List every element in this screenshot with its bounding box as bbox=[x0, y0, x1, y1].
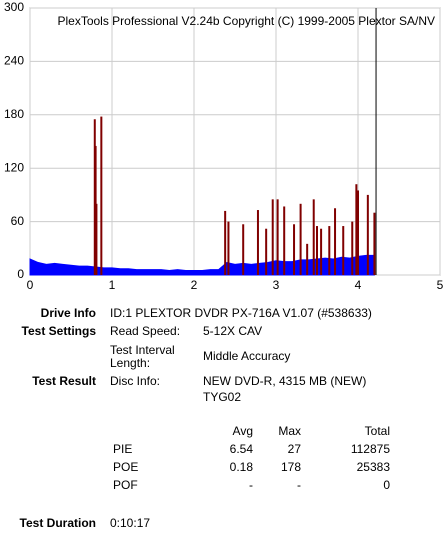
info-text: 6.54 bbox=[230, 442, 254, 456]
poe-bar bbox=[293, 224, 296, 275]
info-text: 27 bbox=[288, 442, 302, 456]
poe-bar bbox=[256, 210, 259, 275]
info-text: 112875 bbox=[351, 442, 390, 456]
info-text: Max bbox=[278, 424, 301, 438]
info-text: Avg bbox=[233, 424, 253, 438]
info-text: 0.18 bbox=[230, 460, 254, 474]
chart-title: PlexTools Professional V2.24b Copyright … bbox=[57, 14, 435, 28]
poe-bar bbox=[320, 228, 323, 275]
info-text: Test Duration bbox=[20, 516, 96, 530]
poe-bar bbox=[100, 116, 103, 275]
info-text: Test Interval bbox=[110, 343, 175, 357]
info-text: 5-12X CAV bbox=[203, 324, 262, 338]
x-tick-label: 2 bbox=[191, 278, 198, 292]
poe-bar bbox=[283, 206, 286, 275]
info-text: Read Speed: bbox=[110, 324, 180, 338]
poe-bar bbox=[227, 221, 230, 275]
x-tick-label: 1 bbox=[109, 278, 116, 292]
info-text: Length: bbox=[110, 356, 150, 370]
poe-bar bbox=[328, 226, 331, 275]
poe-bar bbox=[224, 210, 227, 275]
poe-bar bbox=[242, 224, 245, 275]
y-tick-label: 0 bbox=[17, 267, 24, 281]
poe-bar bbox=[306, 243, 309, 275]
info-text: 0 bbox=[383, 478, 390, 492]
poe-bar bbox=[271, 199, 274, 275]
y-tick-label: 300 bbox=[4, 0, 24, 14]
poe-bar bbox=[299, 203, 302, 275]
info-text: Middle Accuracy bbox=[203, 349, 290, 363]
poe-bar bbox=[366, 194, 369, 275]
poe-bar bbox=[95, 203, 98, 275]
info-text: - bbox=[249, 478, 253, 492]
info-text: - bbox=[297, 478, 301, 492]
poe-bar bbox=[265, 228, 268, 275]
info-text: 25383 bbox=[357, 460, 391, 474]
info-text: POE bbox=[113, 460, 138, 474]
poe-bar bbox=[355, 184, 358, 275]
y-tick-label: 180 bbox=[4, 107, 24, 121]
poe-bar bbox=[316, 226, 318, 275]
info-text: Test Result bbox=[32, 374, 96, 388]
poe-bar bbox=[276, 199, 279, 275]
y-tick-label: 240 bbox=[4, 54, 24, 68]
info-text: Drive Info bbox=[41, 306, 96, 320]
x-tick-label: 0 bbox=[27, 278, 34, 292]
poe-bar bbox=[312, 199, 315, 275]
plot-area bbox=[29, 7, 441, 276]
info-text: NEW DVD-R, 4315 MB (NEW) bbox=[203, 374, 366, 388]
y-tick-label: 120 bbox=[4, 160, 24, 174]
info-text: 178 bbox=[281, 460, 301, 474]
info-text: TYG02 bbox=[203, 390, 241, 404]
x-tick-label: 4 bbox=[355, 278, 362, 292]
info-text: Total bbox=[365, 424, 390, 438]
info-text: ID:1 PLEXTOR DVDR PX-716A V1.07 (#538633… bbox=[110, 306, 372, 320]
info-text: PIE bbox=[113, 442, 132, 456]
poe-bar bbox=[351, 221, 354, 275]
poe-bar bbox=[357, 190, 359, 275]
x-tick-label: 5 bbox=[437, 278, 444, 292]
poe-bar bbox=[342, 226, 345, 275]
info-text: Test Settings bbox=[22, 324, 97, 338]
poe-bar bbox=[373, 212, 376, 275]
poe-bar bbox=[334, 208, 337, 275]
x-tick-label: 3 bbox=[273, 278, 280, 292]
info-text: 0:10:17 bbox=[110, 516, 150, 530]
y-tick-label: 60 bbox=[11, 214, 25, 228]
info-text: POF bbox=[113, 478, 138, 492]
info-text: Disc Info: bbox=[110, 374, 160, 388]
